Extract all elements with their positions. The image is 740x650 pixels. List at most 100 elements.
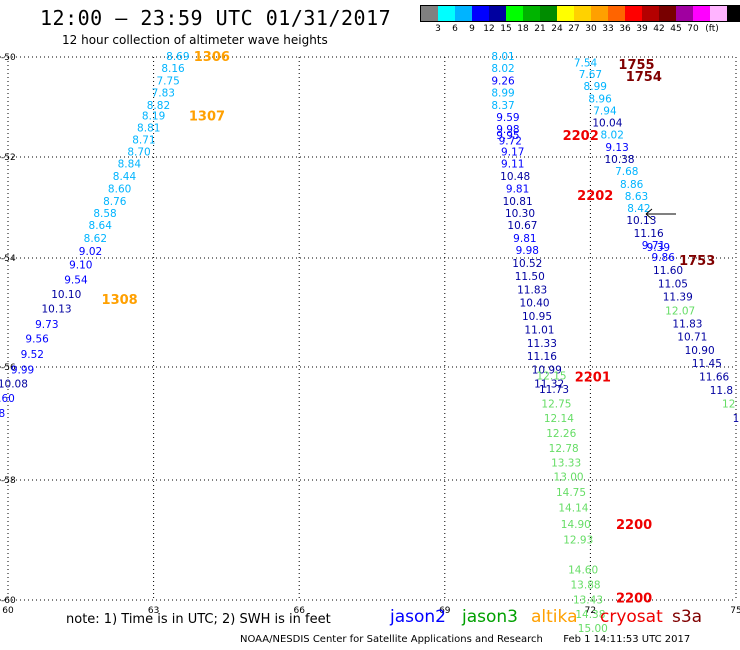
map-tick-labels: 60 63 66 69 72 75 -50 -52 -54 -56 -58 -60 [1,53,740,616]
lat-tick-label: -56 [1,363,16,373]
wave-height-label: 14.60 [568,564,598,576]
wave-height-label: 7.54 [574,58,598,70]
legend-item-cryosat: cryosat [600,607,663,627]
legend-item-altika: altika [531,607,578,627]
color-scale-label: 3 [435,24,441,34]
wave-height-label: 8.76 [103,196,127,208]
lon-tick-label: 72 [585,606,596,616]
wave-height-label: 13.88 [571,579,601,591]
wave-height-label: 9.11 [501,159,524,171]
wave-height-label: 10.90 [685,345,715,357]
color-scale-swatch [506,6,523,21]
pass-time-label: 2201 [575,371,611,386]
wave-height-label: 11.33 [527,338,557,350]
wave-height-label: 14.14 [558,503,588,515]
wave-height-label: 9.59 [496,112,519,124]
wave-height-label: 12.93 [563,534,593,546]
wave-height-label: 9.60 [0,393,15,405]
color-scale-label: 42 [653,24,665,34]
pass-time-label: 1308 [102,293,138,308]
color-scale-swatches [420,5,740,22]
wind-arrow-icon [645,208,676,220]
wave-height-label: 11.16 [527,351,557,363]
wave-height-label: 8.01 [491,51,514,63]
footer-timestamp: Feb 1 14:11:53 UTC 2017 [563,634,691,645]
wave-height-label: 12.78 [549,443,579,455]
wave-height-label: 10.81 [503,196,533,208]
color-scale-label: 12 [483,24,495,34]
wave-height-label: 10.13 [42,304,72,316]
color-scale: 3 6 9 12 15 18 21 24 27 30 33 36 39 42 45 70 (ft) [420,5,740,34]
wave-height-label: 11.01 [524,324,554,336]
pass-time-label: 1755 [618,58,654,73]
wave-height-label: 8.84 [118,159,142,171]
wave-height-label: 10.38 [604,154,634,166]
wave-height-label: 8.58 [93,208,116,220]
wave-height-label: 9.26 [491,76,515,88]
page-subtitle: 12 hour collection of altimeter wave hei… [62,33,328,47]
wave-height-label: 11.05 [658,279,688,291]
wave-height-label: 11.60 [653,265,683,277]
wave-height-label: 11.39 [663,292,693,304]
wave-height-label: 11.16 [634,228,664,240]
color-scale-swatch [438,6,455,21]
wave-height-label: 8.02 [491,63,514,75]
color-scale-swatch [710,6,727,21]
wave-height-label: 15.00 [578,623,608,635]
color-scale-swatch [625,6,642,21]
wave-height-label: 8.96 [588,94,612,106]
wave-height-label: 13.00 [554,472,584,484]
wave-height-label: 10.99 [532,364,562,376]
wave-height-label: 1 [733,413,740,425]
wave-height-label: 11.8 [710,385,733,397]
wave-height-label: 9.54 [64,274,88,286]
color-scale-label: 30 [585,24,597,34]
color-scale-swatch [540,6,557,21]
color-scale-swatch [472,6,489,21]
wave-height-label: 8.63 [625,191,648,203]
pass-time-label: 1307 [189,110,225,125]
wave-height-label: 8.02 [601,130,624,142]
lon-tick-label: 63 [148,606,159,616]
wave-height-label: 8.82 [147,100,170,112]
wave-height-label: 8.99 [584,81,607,93]
wave-height-label: 9.02 [79,246,102,258]
wave-height-label: 8.42 [627,203,650,215]
wave-height-label: 8.99 [491,88,514,100]
wave-height-label: 11.83 [517,285,547,297]
legend-item-jason2: jason2 [390,607,446,627]
wave-height-label: 12.14 [544,413,574,425]
wave-height-label: 7.67 [579,69,602,81]
legend-item-jason3: jason3 [462,607,518,627]
wave-height-label: 11.32 [534,378,564,390]
wave-height-label: 9.52 [21,349,44,361]
lat-tick-label: -52 [1,153,16,163]
color-scale-label: 27 [568,24,580,34]
lat-tick-label: -54 [1,254,16,264]
color-scale-label: 36 [619,24,631,34]
wave-height-label: 7.75 [156,76,179,88]
color-scale-label: 15 [500,24,512,34]
wave-height-label: 8.70 [127,147,150,159]
color-scale-label: 21 [534,24,546,34]
wave-height-label: 7.68 [615,166,638,178]
wave-height-label: 10.10 [51,289,81,301]
wave-height-label: 11.66 [699,372,729,384]
wave-height-label: 8.81 [137,123,160,135]
wave-height-label: 12.15 [537,370,567,382]
wave-height-label: 10.08 [0,378,28,390]
footer: NOAA/NESDIS Center for Satellite Applica… [240,634,690,645]
lat-tick-label: -60 [1,596,16,606]
color-scale-labels: 3 6 9 12 15 18 21 24 27 30 33 36 39 42 45 70 (ft) [420,22,740,34]
color-scale-swatch [608,6,625,21]
wave-height-label: 8.60 [108,183,131,195]
color-scale-label: 70 [687,24,699,34]
wave-height-label: 8.64 [89,220,113,232]
lon-tick-label: 69 [439,606,451,616]
wave-height-label: 10.48 [500,171,530,183]
wave-height-label: 11.50 [515,271,545,283]
wave-height-label: 14.75 [556,487,586,499]
wave-height-label: 9.71 [642,240,665,252]
color-scale-swatch [727,6,740,21]
